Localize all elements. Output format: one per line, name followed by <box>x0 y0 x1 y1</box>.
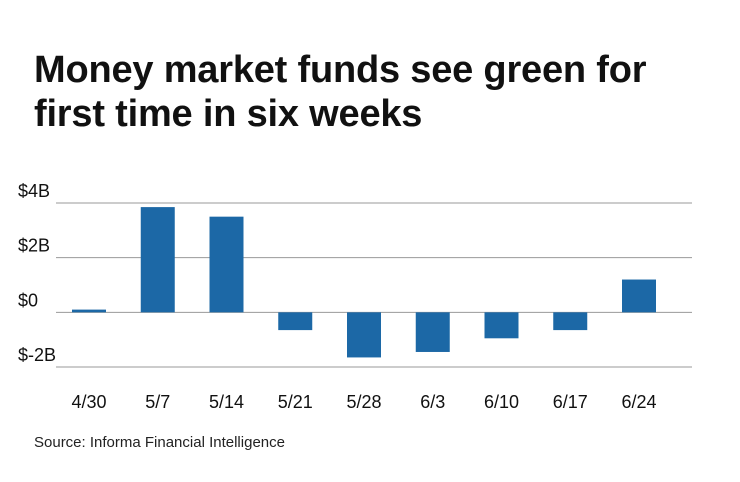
chart-title: Money market funds see green for first t… <box>34 49 647 135</box>
bars <box>72 207 656 358</box>
x-tick-label: 5/28 <box>346 392 381 412</box>
bar-5-14 <box>209 216 244 313</box>
x-axis-ticks: 4/30 5/7 5/14 5/21 5/28 6/3 6/10 6/17 6/24 <box>71 392 656 412</box>
bar-5-21 <box>278 312 313 331</box>
y-axis-ticks: $4B $2B $0 $-2B <box>18 181 56 365</box>
y-tick-label: $-2B <box>18 345 56 365</box>
y-tick-label: $4B <box>18 181 50 201</box>
bar-6-3 <box>415 312 450 352</box>
source-note: Source: Informa Financial Intelligence <box>34 434 285 451</box>
bar-4-30 <box>72 309 106 313</box>
x-tick-label: 5/21 <box>278 392 313 412</box>
y-tick-label: $0 <box>18 290 38 310</box>
bar-5-7 <box>140 207 175 313</box>
bar-6-17 <box>553 312 588 331</box>
x-tick-label: 5/14 <box>209 392 244 412</box>
x-tick-label: 6/24 <box>621 392 656 412</box>
bar-6-10 <box>484 312 519 339</box>
x-tick-label: 6/3 <box>420 392 445 412</box>
x-tick-label: 6/17 <box>553 392 588 412</box>
bar-5-28 <box>347 312 381 358</box>
x-tick-label: 4/30 <box>71 392 106 412</box>
x-tick-label: 5/7 <box>145 392 170 412</box>
bar-6-24 <box>622 279 656 313</box>
y-tick-label: $2B <box>18 236 50 256</box>
x-tick-label: 6/10 <box>484 392 519 412</box>
